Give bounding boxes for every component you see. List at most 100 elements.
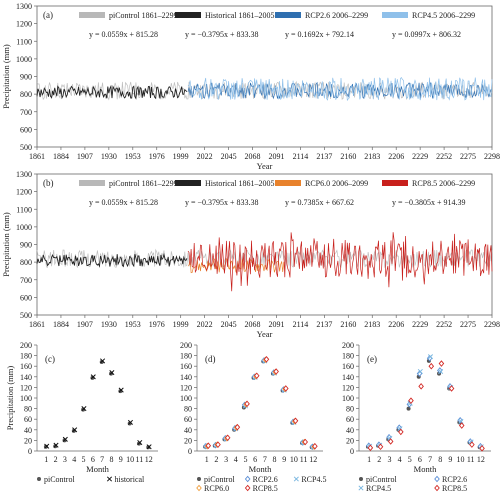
data-point	[81, 406, 87, 412]
legend-label: piControl	[366, 475, 397, 484]
trend-equation: y = −0.3805x + 914.39	[392, 198, 466, 207]
legend-label: Historical 1861–2005	[205, 179, 275, 188]
y-tick-label: 20	[346, 436, 354, 445]
x-tick-label: 11	[467, 455, 475, 464]
trend-equation: y = 0.0559x + 815.28	[89, 198, 158, 207]
y-tick-label: 500	[20, 311, 32, 320]
x-tick-label: 2091	[268, 152, 284, 161]
timeseries-panel-a: 500 600 700 800 900 1000 1100 1200 1300 1861 1884 1…	[1, 2, 500, 171]
legend-label: RCP4.5	[366, 484, 391, 493]
y-tick-label: 60	[184, 415, 192, 424]
x-tick-label: 1884	[53, 320, 69, 329]
legend-marker	[197, 477, 201, 481]
x-tick-label: 2022	[197, 320, 213, 329]
legend-label: RCP4.5 2006–2299	[412, 11, 475, 20]
x-axis-title: Month	[86, 464, 109, 474]
y-tick-label: 0	[28, 447, 32, 456]
legend-label: piControl	[44, 475, 75, 484]
x-tick-label: 2137	[316, 152, 332, 161]
data-point	[127, 419, 134, 425]
x-tick-label: 4	[398, 455, 402, 464]
x-tick-label: 2206	[388, 152, 404, 161]
y-tick-label: 1300	[16, 170, 32, 179]
legend-swatch	[382, 12, 408, 18]
x-tick-label: 2206	[388, 320, 404, 329]
y-tick-label: 700	[20, 276, 32, 285]
x-tick-label: 4	[234, 455, 238, 464]
y-tick-label: 600	[20, 125, 32, 134]
y-tick-label: 140	[342, 373, 354, 382]
x-tick-label: 2114	[293, 152, 309, 161]
x-tick-label: 8	[438, 455, 442, 464]
legend-marker	[358, 485, 364, 491]
data-point	[118, 387, 124, 393]
legend-swatch	[382, 180, 408, 186]
x-tick-label: 1	[205, 455, 209, 464]
y-tick-label: 40	[24, 426, 32, 435]
x-tick-label: 2183	[364, 152, 380, 161]
panel-label: (e)	[367, 354, 377, 364]
y-tick-label: 120	[180, 383, 192, 392]
data-point	[469, 441, 475, 448]
x-tick-label: 2	[54, 455, 58, 464]
legend-label: RCP6.0	[204, 484, 229, 493]
x-tick-label: 1907	[77, 320, 93, 329]
y-tick-label: 100	[180, 394, 192, 403]
x-tick-label: 1976	[149, 152, 165, 161]
x-tick-label: 1930	[101, 152, 117, 161]
legend-marker	[106, 476, 113, 482]
data-point	[224, 434, 231, 442]
legend-label: Historical 1861–2005	[205, 11, 275, 20]
y-tick-label: 900	[20, 241, 32, 250]
y-axis-title: Precipitation (mm)	[1, 44, 11, 109]
legend-label: RCP6.0 2006–2099	[305, 179, 368, 188]
legend-swatch	[175, 180, 201, 186]
data-point	[244, 400, 250, 408]
x-tick-label: 2137	[316, 320, 332, 329]
legend-marker	[37, 477, 41, 481]
x-tick-label: 4	[72, 455, 76, 464]
legend-marker	[359, 477, 363, 481]
data-point	[53, 442, 59, 448]
x-tick-label: 1930	[101, 320, 117, 329]
x-tick-label: 2	[214, 455, 218, 464]
x-tick-label: 3	[387, 455, 391, 464]
y-tick-label: 500	[20, 143, 32, 152]
x-tick-label: 1	[367, 455, 371, 464]
data-point	[109, 370, 115, 376]
y-tick-label: 1000	[16, 55, 32, 64]
x-tick-label: 1	[44, 455, 48, 464]
legend-swatch	[275, 180, 301, 186]
x-tick-label: 10	[126, 455, 134, 464]
data-point	[448, 385, 455, 392]
y-tick-label: 0	[350, 447, 354, 456]
x-tick-label: 6	[418, 455, 422, 464]
data-point	[387, 438, 394, 445]
x-tick-label: 2252	[436, 320, 452, 329]
y-tick-label: 1000	[16, 223, 32, 232]
y-tick-label: 180	[20, 352, 32, 361]
x-tick-label: 1976	[149, 320, 165, 329]
x-tick-label: 2	[377, 455, 381, 464]
x-tick-label: 2252	[436, 152, 452, 161]
x-tick-label: 11	[300, 455, 308, 464]
x-tick-label: 7	[100, 455, 104, 464]
legend-label: RCP8.5	[442, 484, 467, 493]
x-tick-label: 6	[253, 455, 257, 464]
y-axis-title: Precipitation (mm)	[5, 366, 15, 431]
series-line-picontrol	[36, 248, 493, 269]
data-point	[100, 358, 106, 364]
x-tick-label: 9	[282, 455, 286, 464]
x-tick-label: 2160	[340, 152, 356, 161]
data-point	[398, 428, 404, 436]
data-point	[205, 442, 212, 449]
legend-label: RCP2.6	[442, 475, 467, 484]
x-tick-label: 10	[457, 455, 465, 464]
y-tick-label: 1300	[16, 2, 32, 11]
y-tick-label: 20	[24, 436, 32, 445]
data-point	[62, 436, 68, 442]
x-tick-label: 12	[309, 455, 317, 464]
trend-equation: y = −0.3795x + 833.38	[185, 198, 259, 207]
